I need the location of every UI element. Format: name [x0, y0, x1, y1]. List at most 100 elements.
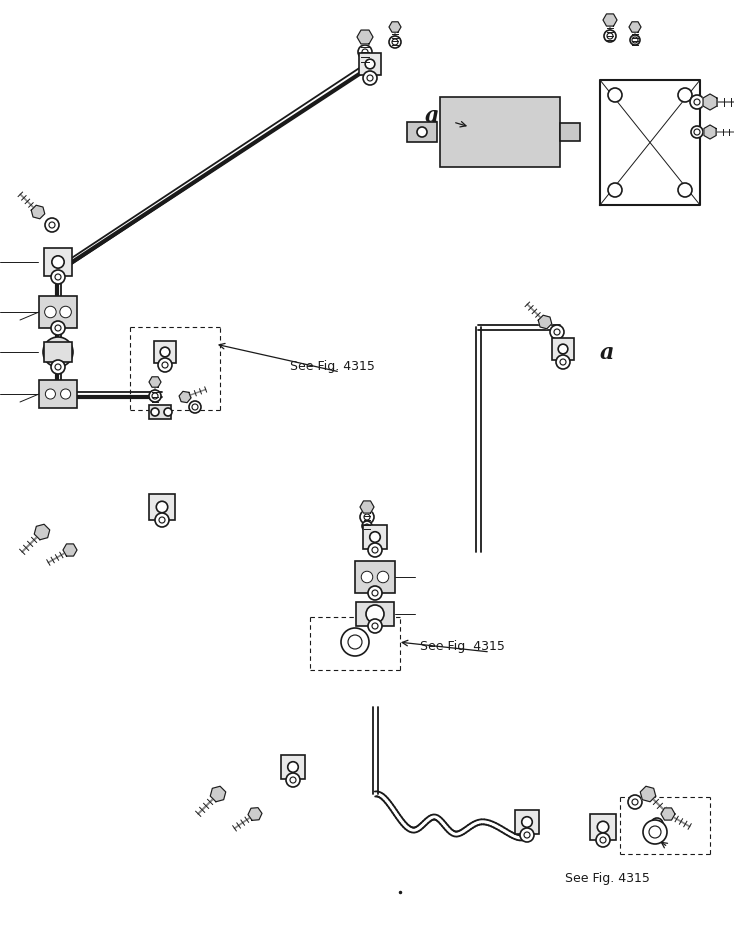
Circle shape: [632, 37, 638, 43]
Circle shape: [377, 571, 389, 583]
Polygon shape: [629, 22, 641, 32]
Circle shape: [691, 126, 703, 138]
Circle shape: [694, 129, 700, 135]
Circle shape: [630, 35, 640, 45]
Circle shape: [365, 59, 375, 69]
Bar: [515, 810, 539, 834]
Circle shape: [52, 256, 64, 268]
Circle shape: [51, 270, 65, 284]
Circle shape: [372, 623, 378, 629]
Circle shape: [651, 818, 663, 830]
Circle shape: [558, 344, 568, 354]
Text: See Fig. 4315: See Fig. 4315: [290, 360, 375, 373]
Circle shape: [628, 795, 642, 809]
Circle shape: [361, 571, 373, 583]
Polygon shape: [357, 30, 373, 44]
Circle shape: [51, 321, 65, 335]
Circle shape: [367, 75, 373, 81]
Circle shape: [370, 531, 380, 543]
Circle shape: [366, 605, 384, 623]
Text: a: a: [425, 105, 440, 127]
Circle shape: [55, 274, 61, 280]
Circle shape: [362, 521, 372, 531]
Bar: [149, 405, 171, 419]
Circle shape: [155, 513, 169, 527]
Circle shape: [608, 88, 622, 102]
Circle shape: [368, 543, 382, 557]
Circle shape: [392, 39, 398, 45]
Bar: [149, 494, 175, 520]
Circle shape: [55, 325, 61, 331]
Bar: [590, 814, 616, 840]
Circle shape: [596, 833, 610, 847]
Polygon shape: [149, 377, 161, 387]
Polygon shape: [640, 787, 655, 802]
Circle shape: [417, 127, 427, 137]
Circle shape: [50, 344, 66, 360]
Text: a: a: [600, 342, 614, 364]
Bar: [39, 296, 77, 328]
Circle shape: [604, 30, 616, 42]
Circle shape: [372, 590, 378, 596]
Circle shape: [158, 358, 172, 372]
Bar: [355, 561, 395, 593]
Circle shape: [364, 514, 370, 520]
Circle shape: [554, 329, 560, 335]
Circle shape: [286, 773, 300, 787]
Circle shape: [678, 88, 692, 102]
Circle shape: [600, 837, 606, 843]
Circle shape: [341, 628, 369, 656]
Circle shape: [358, 45, 372, 59]
Circle shape: [55, 364, 61, 370]
Polygon shape: [703, 94, 717, 110]
Polygon shape: [704, 125, 716, 139]
Bar: [44, 248, 72, 276]
Circle shape: [362, 49, 368, 55]
Bar: [407, 122, 437, 142]
Circle shape: [348, 635, 362, 649]
Circle shape: [160, 348, 170, 357]
Circle shape: [368, 586, 382, 600]
Circle shape: [43, 337, 73, 367]
Circle shape: [550, 325, 564, 339]
Circle shape: [192, 404, 198, 410]
Polygon shape: [538, 316, 552, 329]
Circle shape: [156, 501, 168, 512]
Circle shape: [164, 408, 172, 416]
Circle shape: [51, 360, 65, 374]
Polygon shape: [210, 787, 226, 802]
Circle shape: [46, 389, 56, 399]
Circle shape: [597, 821, 608, 833]
Circle shape: [360, 510, 374, 524]
Polygon shape: [179, 391, 191, 402]
Circle shape: [151, 408, 159, 416]
Polygon shape: [661, 808, 675, 820]
Circle shape: [389, 36, 401, 48]
Circle shape: [162, 362, 168, 368]
Circle shape: [363, 71, 377, 85]
Text: See Fig. 4315: See Fig. 4315: [565, 872, 650, 885]
Circle shape: [45, 218, 59, 232]
Bar: [44, 342, 72, 362]
Circle shape: [189, 401, 201, 413]
Circle shape: [608, 183, 622, 197]
Circle shape: [522, 817, 532, 827]
Circle shape: [368, 619, 382, 633]
Circle shape: [365, 524, 369, 528]
Bar: [356, 602, 394, 626]
Polygon shape: [34, 525, 50, 540]
Circle shape: [60, 306, 71, 317]
Text: See Fig. 4315: See Fig. 4315: [420, 640, 505, 653]
Bar: [154, 341, 176, 363]
Circle shape: [152, 393, 158, 399]
Polygon shape: [248, 807, 262, 820]
Circle shape: [678, 183, 692, 197]
Circle shape: [556, 355, 570, 369]
Circle shape: [524, 832, 530, 838]
Circle shape: [632, 799, 638, 805]
Circle shape: [690, 95, 704, 109]
Bar: [363, 525, 387, 549]
Polygon shape: [32, 205, 45, 219]
Circle shape: [149, 390, 161, 402]
Circle shape: [45, 306, 57, 317]
